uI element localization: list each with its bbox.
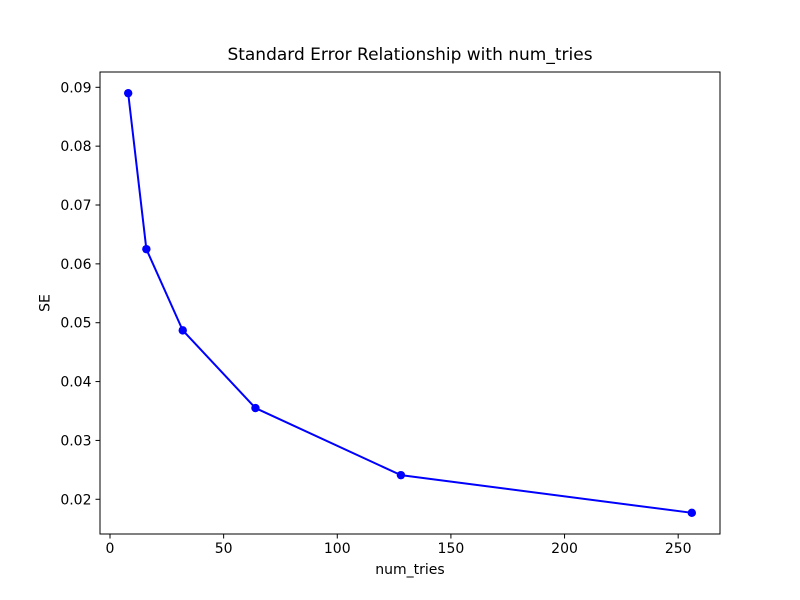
chart-title: Standard Error Relationship with num_tri…: [227, 45, 593, 65]
data-point-1: [142, 244, 151, 254]
y-tick-label: 0.08: [60, 139, 91, 155]
data-point-2: [178, 326, 187, 335]
y-tick-label: 0.03: [60, 433, 91, 449]
y-tick-label: 0.09: [60, 80, 91, 96]
data-line: [127, 92, 693, 514]
data-point-5: [687, 508, 697, 518]
y-tick-label: 0.02: [60, 492, 91, 508]
y-axis-label: SE: [37, 294, 54, 312]
data-point-3: [251, 403, 260, 413]
y-tick-label: 0.06: [60, 257, 91, 273]
x-tick-label: 250: [665, 541, 692, 557]
axes-frame: [99, 71, 721, 535]
x-tick-label: 50: [215, 541, 233, 557]
y-tick-label: 0.05: [60, 316, 91, 332]
y-tick-label: 0.04: [60, 375, 91, 391]
data-point-0: [123, 88, 133, 98]
y-tick-label: 0.07: [60, 198, 91, 214]
x-axis-label: num_tries: [375, 562, 445, 578]
x-tick-label: 200: [551, 541, 578, 557]
x-tick-label: 100: [324, 541, 351, 557]
x-tick-label: 0: [106, 541, 115, 557]
x-tick-label: 150: [438, 541, 465, 557]
data-point-4: [396, 470, 406, 480]
